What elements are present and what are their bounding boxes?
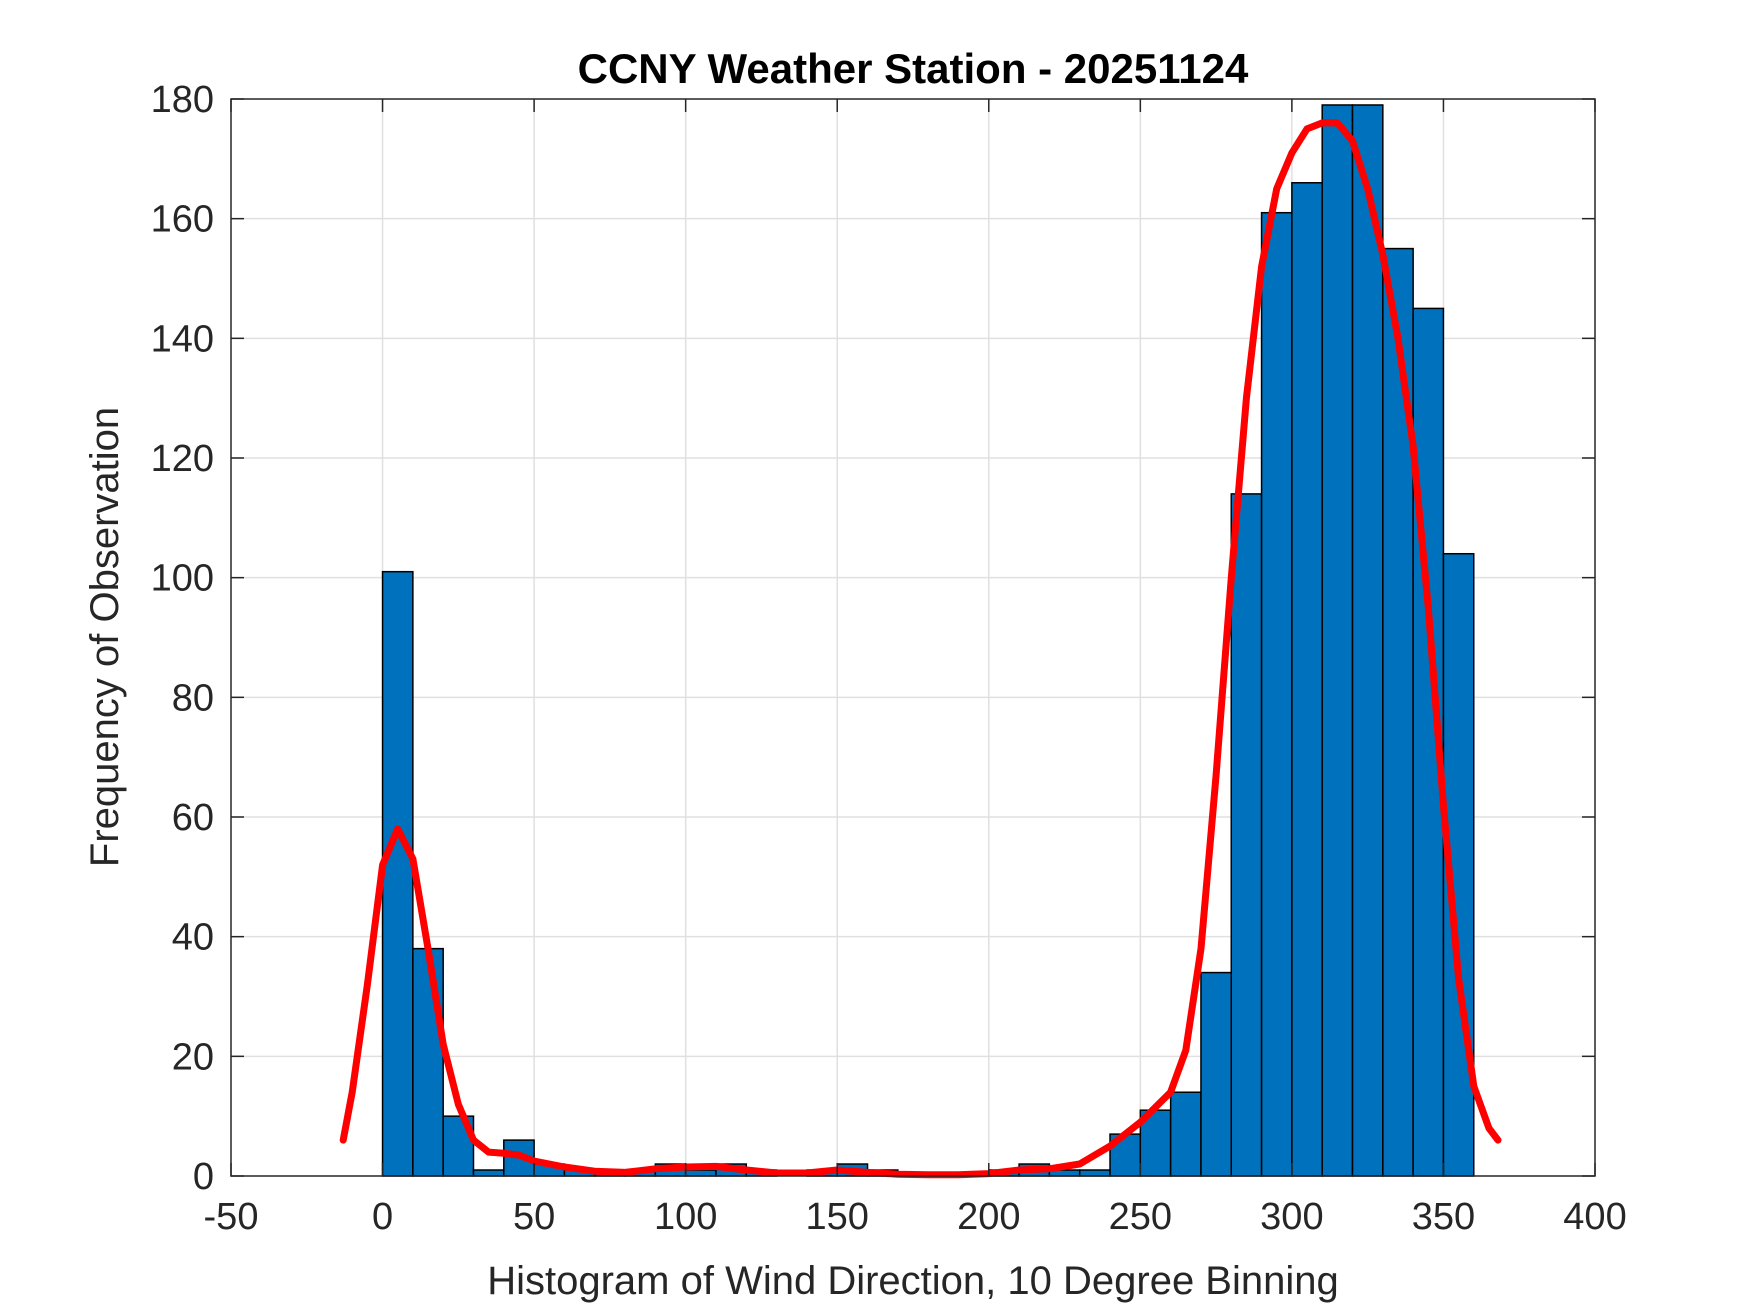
y-tick-label: 40 [172, 917, 214, 959]
x-tick-label: 250 [1109, 1196, 1172, 1238]
x-tick-label: 100 [654, 1196, 717, 1238]
y-tick-label: 120 [151, 438, 214, 480]
histogram-bar [1321, 104, 1354, 1177]
x-tick-label: 300 [1260, 1196, 1323, 1238]
x-tick-label: 50 [513, 1196, 555, 1238]
y-tick-labels: 0 20 40 60 80 100 120 140 160 180 [151, 79, 214, 1198]
y-tick-label: 0 [193, 1156, 214, 1198]
histogram-bar [1291, 182, 1323, 1177]
histogram-bar [1382, 247, 1414, 1177]
y-tick-label: 180 [151, 79, 214, 121]
y-tick-label: 140 [151, 318, 214, 360]
chart-title: CCNY Weather Station - 20251124 [578, 45, 1249, 92]
histogram-bar [1230, 493, 1263, 1177]
histogram-bar [1078, 1169, 1111, 1177]
x-tick-labels: -50 0 50 100 150 200 250 300 350 400 [204, 1196, 1627, 1238]
y-tick-label: 160 [151, 199, 214, 241]
y-tick-label: 20 [172, 1036, 214, 1078]
x-tick-label: 200 [957, 1196, 1020, 1238]
x-tick-label: 150 [806, 1196, 869, 1238]
histogram-bar [412, 947, 444, 1177]
histogram-bar [684, 1169, 717, 1177]
y-axis-label: Frequency of Observation [83, 407, 127, 867]
x-axis-label: Histogram of Wind Direction, 10 Degree B… [487, 1259, 1339, 1303]
x-tick-label: 0 [372, 1196, 393, 1238]
x-tick-label: -50 [204, 1196, 259, 1238]
histogram-bar [381, 570, 414, 1177]
plot-area-frame [230, 98, 1596, 1177]
histogram-bars [381, 104, 1475, 1177]
histogram-bar [1169, 1091, 1202, 1177]
histogram-bar [472, 1169, 505, 1177]
axis-ticks [230, 98, 1596, 1177]
y-tick-label: 80 [172, 677, 214, 719]
histogram-bar [1260, 211, 1293, 1177]
y-tick-label: 60 [172, 797, 214, 839]
x-tick-label: 350 [1412, 1196, 1475, 1238]
y-tick-label: 100 [151, 558, 214, 600]
histogram-bar [1351, 104, 1384, 1177]
histogram-bar [1200, 971, 1233, 1177]
x-tick-label: 400 [1563, 1196, 1626, 1238]
